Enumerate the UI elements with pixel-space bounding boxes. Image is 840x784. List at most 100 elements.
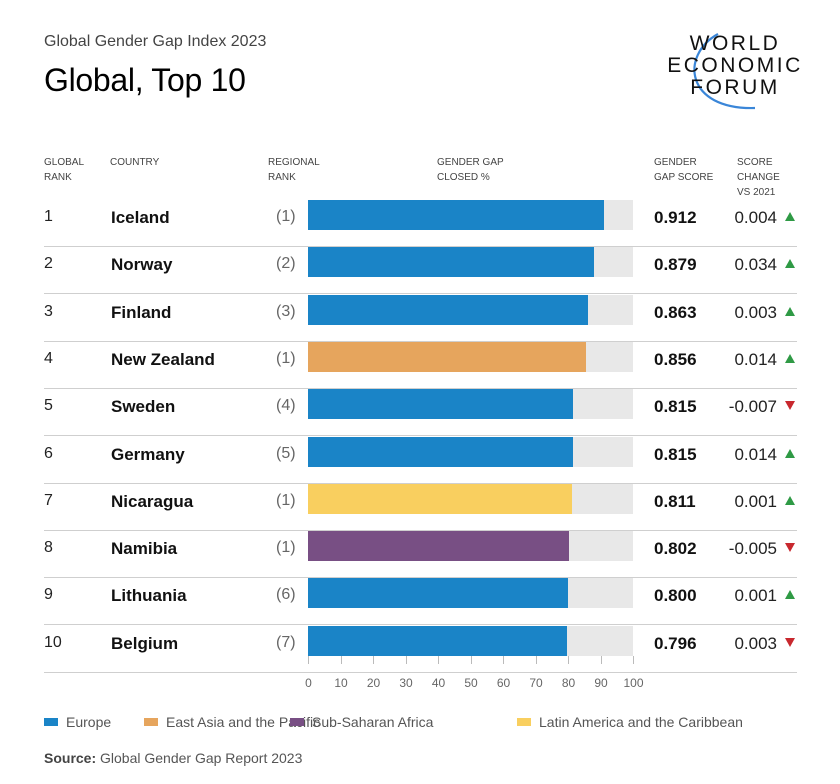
x-tick [600, 656, 602, 664]
header-text: CLOSED % [437, 172, 490, 183]
x-tick [535, 656, 537, 664]
global-rank: 5 [44, 397, 53, 415]
x-tick [340, 656, 342, 664]
logo-arc-icon [693, 33, 756, 110]
score-change: 0.034 [734, 255, 777, 275]
country-name: Iceland [111, 208, 170, 227]
x-tick [308, 656, 309, 664]
header-regional-rank: REGIONAL RANK [268, 155, 320, 185]
regional-rank: (7) [276, 633, 296, 651]
bar-track [308, 578, 633, 609]
header-text: GAP SCORE [654, 172, 714, 183]
legend-swatch [517, 718, 531, 726]
regional-rank: (1) [276, 349, 296, 367]
legend-label: Sub-Saharan Africa [312, 714, 434, 730]
x-tick [633, 656, 634, 664]
arrow-up-icon [785, 259, 795, 269]
x-tick-label: 100 [623, 676, 644, 690]
global-rank: 9 [44, 586, 53, 604]
legend-item: East Asia and the Pacific [144, 714, 320, 730]
score-change: 0.004 [734, 208, 777, 227]
header-text: RANK [44, 172, 72, 183]
table-row: 8 Namibia (1) 0.802 -0.005 [44, 531, 797, 579]
bar-track [308, 625, 633, 656]
x-tick-label: 90 [594, 676, 608, 690]
table-row: 5 Sweden (4) 0.815 -0.007 [44, 389, 797, 437]
gender-gap-score: 0.815 [654, 444, 697, 464]
header-text: COUNTRY [110, 157, 160, 168]
global-rank: 2 [44, 255, 53, 273]
bar [308, 341, 587, 372]
score-change: -0.007 [728, 397, 777, 417]
header-text: SCORE [737, 157, 773, 168]
arrow-down-icon [785, 543, 795, 553]
table-row: 1 Iceland (1) 0.912 0.004 [44, 200, 797, 247]
arrow-up-icon [785, 495, 795, 505]
country-name: Germany [111, 444, 185, 464]
gender-gap-score: 0.802 [654, 539, 697, 559]
country-name: Namibia [111, 539, 178, 559]
gender-gap-score: 0.856 [654, 349, 697, 369]
gender-gap-score: 0.796 [654, 633, 697, 653]
x-tick [568, 656, 569, 664]
table-row: 6 Germany (5) 0.815 0.014 [44, 436, 797, 484]
country-name: Finland [111, 302, 172, 322]
score-change: -0.005 [728, 539, 777, 559]
gender-gap-score: 0.815 [654, 397, 697, 417]
logo-line: WORLD [689, 32, 781, 55]
header-country: COUNTRY [110, 155, 159, 170]
arrow-down-icon [785, 637, 795, 647]
header-score: GENDER GAP SCORE [654, 155, 713, 185]
x-tick [470, 656, 472, 664]
score-change: 0.003 [734, 302, 777, 322]
header-global-rank: GLOBAL RANK [44, 155, 84, 185]
header-text: RANK [268, 172, 296, 183]
country-name: Belgium [111, 633, 179, 653]
bar [308, 531, 569, 562]
row-divider [44, 482, 797, 484]
regional-rank: (3) [276, 302, 296, 320]
legend-label: East Asia and the Pacific [166, 714, 321, 730]
bar [308, 389, 573, 420]
arrow-down-icon [785, 401, 795, 411]
bar-track [308, 483, 633, 514]
bar-track [308, 247, 633, 278]
row-divider [44, 435, 797, 437]
bar-track [308, 531, 633, 562]
x-tick [373, 656, 374, 664]
x-tick-label: 10 [334, 676, 348, 690]
row-divider [44, 529, 797, 531]
bar [308, 436, 573, 467]
legend-swatch [290, 718, 304, 726]
bar-track [308, 341, 633, 372]
global-rank: 3 [44, 302, 53, 320]
legend-swatch [144, 718, 158, 726]
x-tick-label: 70 [529, 676, 543, 690]
x-tick-label: 50 [464, 676, 478, 690]
header-text: CHANGE [737, 172, 780, 183]
global-rank: 4 [44, 349, 53, 367]
score-change: 0.001 [734, 491, 777, 511]
global-rank: 7 [44, 491, 53, 509]
gender-gap-score: 0.800 [654, 586, 697, 606]
row-divider [44, 671, 797, 673]
gender-gap-score: 0.811 [654, 491, 696, 511]
score-change: 0.003 [734, 633, 777, 653]
regional-rank: (6) [276, 586, 296, 604]
row-divider [44, 577, 797, 579]
bar-track [308, 200, 633, 230]
chart-subtitle: Global Gender Gap Index 2023 [44, 33, 267, 50]
regional-rank: (2) [276, 255, 296, 273]
arrow-up-icon [785, 306, 795, 316]
table-row: 2 Norway (2) 0.879 0.034 [44, 247, 797, 295]
row-divider [44, 387, 797, 389]
arrow-up-icon [785, 590, 795, 600]
header-text: GENDER [654, 157, 697, 168]
x-tick-label: 80 [561, 676, 576, 690]
x-tick-label: 40 [431, 676, 446, 690]
arrow-up-icon [785, 353, 795, 363]
x-tick-label: 30 [399, 676, 413, 690]
x-tick [405, 656, 407, 664]
country-name: New Zealand [111, 349, 215, 369]
global-rank: 6 [44, 444, 53, 462]
